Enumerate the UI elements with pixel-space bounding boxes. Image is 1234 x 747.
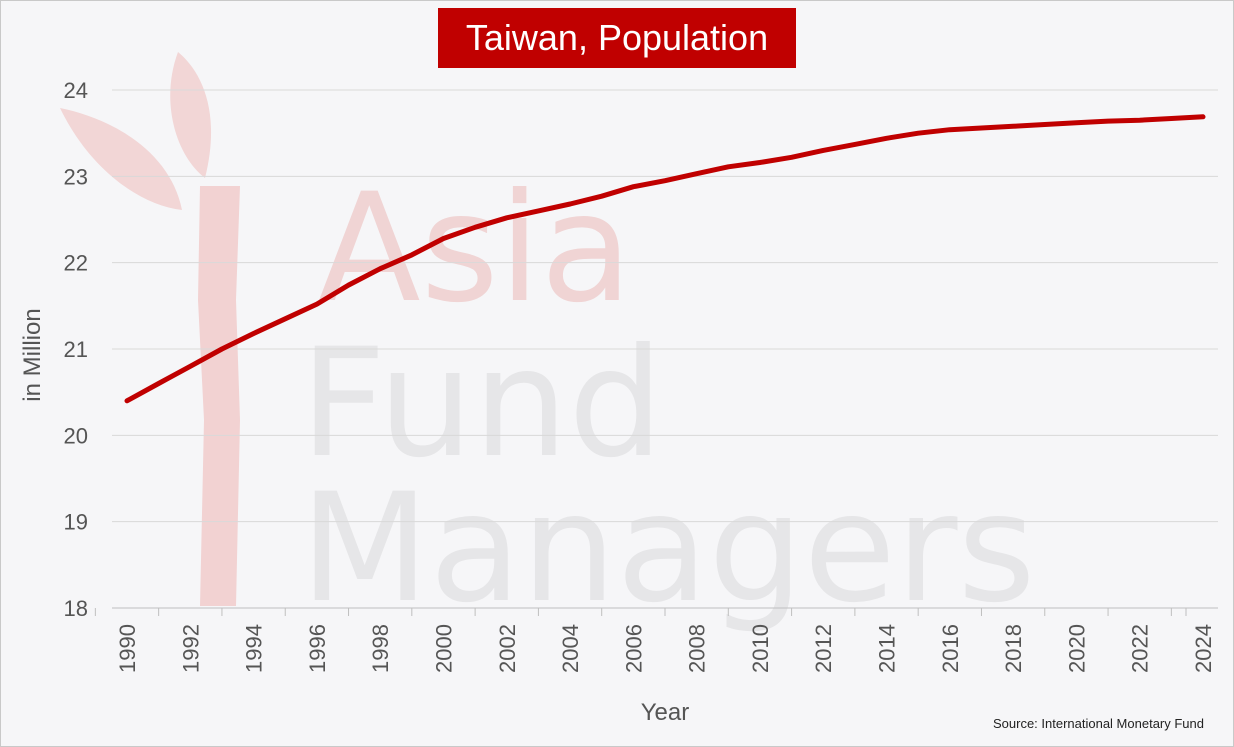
x-tick-label: 2016 — [938, 624, 963, 673]
x-tick-label: 1992 — [178, 624, 203, 673]
axes — [94, 607, 1218, 616]
x-tick-label: 1994 — [242, 624, 267, 673]
gridlines — [112, 89, 1218, 523]
y-tick-labels: 18 19 20 21 22 23 24 — [64, 78, 88, 621]
x-tick-label: 2010 — [748, 624, 773, 673]
x-tick-label: 2002 — [495, 624, 520, 673]
x-tick-label: 2020 — [1064, 624, 1089, 673]
x-tick-label: 1998 — [368, 624, 393, 673]
y-tick-label: 21 — [64, 337, 88, 362]
y-tick-label: 19 — [64, 510, 88, 535]
x-tick-label: 1996 — [305, 624, 330, 673]
x-axis-label: Year — [641, 699, 690, 726]
watermark-text-managers: Managers — [300, 462, 1036, 636]
series-line-population — [124, 114, 1206, 404]
x-tick-label: 2024 — [1191, 624, 1216, 673]
y-tick-label: 23 — [64, 164, 88, 189]
x-tick-label: 2022 — [1128, 624, 1153, 673]
x-tick-label: 2006 — [621, 624, 646, 673]
source-note: Source: International Monetary Fund — [992, 716, 1204, 731]
watermark-text-fund: Fund — [300, 317, 663, 491]
x-tick-labels: 1990 1992 1994 1996 1998 2000 2002 2004 2006 2008… — [115, 624, 1216, 673]
watermark-logo: Asia Fund Managers — [60, 52, 1036, 636]
x-tick-label: 2004 — [558, 624, 583, 673]
chart-title: Taiwan, Population — [438, 8, 796, 68]
y-tick-label: 22 — [64, 251, 88, 276]
x-tick-label: 2018 — [1001, 624, 1026, 673]
y-axis-label: in Million — [19, 308, 46, 401]
x-tick-label: 2000 — [431, 624, 456, 673]
x-tick-label: 2014 — [875, 624, 900, 673]
y-tick-label: 18 — [64, 596, 88, 621]
x-tick-label: 2008 — [685, 624, 710, 673]
x-tick-label: 1990 — [115, 624, 140, 673]
y-tick-label: 24 — [64, 78, 88, 103]
y-tick-label: 20 — [64, 423, 88, 448]
x-tick-label: 2012 — [811, 624, 836, 673]
watermark-text-asia: Asia — [318, 162, 632, 336]
